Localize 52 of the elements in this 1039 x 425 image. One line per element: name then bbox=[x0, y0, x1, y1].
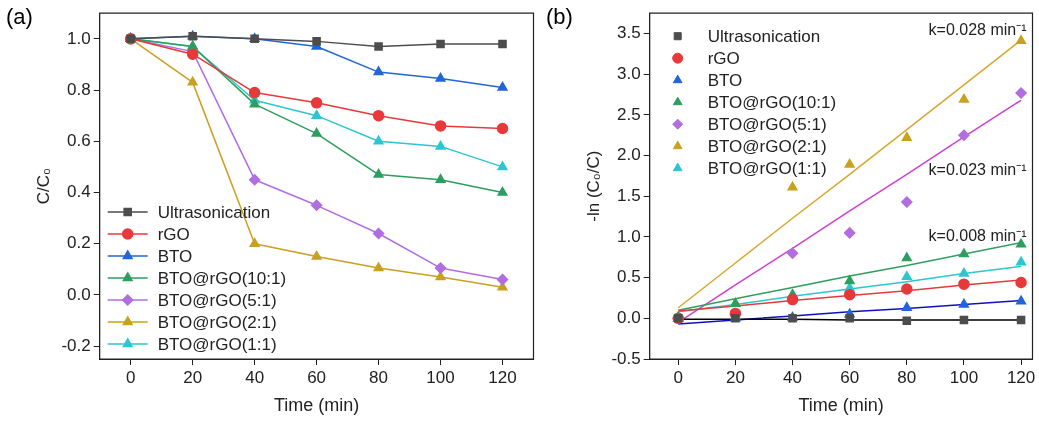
x-tick-label: 40 bbox=[783, 367, 802, 387]
legend-label: BTO@rGO(2:1) bbox=[707, 136, 827, 156]
annotation: k=0.028 min⁻¹ bbox=[928, 20, 1027, 38]
legend-label: Ultrasonication bbox=[707, 26, 821, 46]
x-tick-label: 0 bbox=[125, 367, 136, 387]
legend-label: BTO bbox=[707, 70, 743, 90]
legend-label: rGO bbox=[707, 48, 740, 68]
x-tick-label: 80 bbox=[897, 367, 917, 387]
y-tick-label: 1.0 bbox=[617, 226, 641, 246]
x-tick-label: 100 bbox=[949, 367, 979, 387]
y-tick-label: 2.0 bbox=[617, 145, 641, 165]
x-axis-title: Time (min) bbox=[798, 395, 884, 416]
x-tick-label: 60 bbox=[307, 367, 327, 387]
y-tick-label: 0.2 bbox=[67, 233, 91, 253]
legend-label: BTO@rGO(1:1) bbox=[707, 158, 827, 178]
y-tick-label: -0.2 bbox=[61, 335, 91, 355]
y-tick-label: 2.5 bbox=[617, 104, 641, 124]
legend-label: BTO@rGO(5:1) bbox=[707, 114, 827, 134]
y-axis-title: -ln (C₀/C) bbox=[583, 150, 603, 222]
y-tick-label: 3.0 bbox=[617, 63, 641, 83]
legend-label: rGO bbox=[157, 224, 190, 244]
legend-label: BTO@rGO(2:1) bbox=[157, 312, 277, 332]
x-tick-label: 20 bbox=[183, 367, 203, 387]
text: (a) bbox=[6, 4, 33, 30]
y-tick-label: 1.0 bbox=[67, 28, 91, 48]
y-tick-label: 0.0 bbox=[617, 308, 641, 328]
legend-label: BTO@rGO(5:1) bbox=[157, 290, 277, 310]
x-tick-label: 120 bbox=[1006, 367, 1036, 387]
y-tick-label: 0.8 bbox=[67, 79, 91, 99]
annotation: k=0.008 min⁻¹ bbox=[928, 226, 1027, 244]
y-tick-label: 0.4 bbox=[67, 182, 91, 202]
legend-label: BTO@rGO(10:1) bbox=[707, 92, 837, 112]
x-tick-label: 80 bbox=[369, 367, 389, 387]
y-tick-label: 0.6 bbox=[67, 130, 91, 150]
y-tick-label: 3.5 bbox=[617, 23, 641, 43]
y-axis-title: C/C₀ bbox=[33, 167, 53, 205]
text: (b) bbox=[546, 4, 573, 30]
x-axis-title: Time (min) bbox=[273, 395, 360, 416]
legend-label: BTO@rGO(10:1) bbox=[157, 268, 287, 288]
y-tick-label: 0.5 bbox=[617, 267, 641, 287]
x-tick-label: 40 bbox=[245, 367, 265, 387]
legend-label: BTO@rGO(1:1) bbox=[157, 334, 277, 354]
annotation: k=0.023 min⁻¹ bbox=[928, 160, 1027, 178]
x-tick-label: 20 bbox=[725, 367, 745, 387]
y-tick-label: 1.5 bbox=[617, 185, 641, 205]
y-tick-label: 0.0 bbox=[67, 284, 91, 304]
legend-label: BTO bbox=[157, 246, 193, 266]
y-tick-label: -0.5 bbox=[611, 348, 641, 368]
x-tick-label: 120 bbox=[488, 367, 517, 387]
x-tick-label: 100 bbox=[426, 367, 455, 387]
x-tick-label: 0 bbox=[673, 367, 683, 387]
x-tick-label: 60 bbox=[840, 367, 860, 387]
